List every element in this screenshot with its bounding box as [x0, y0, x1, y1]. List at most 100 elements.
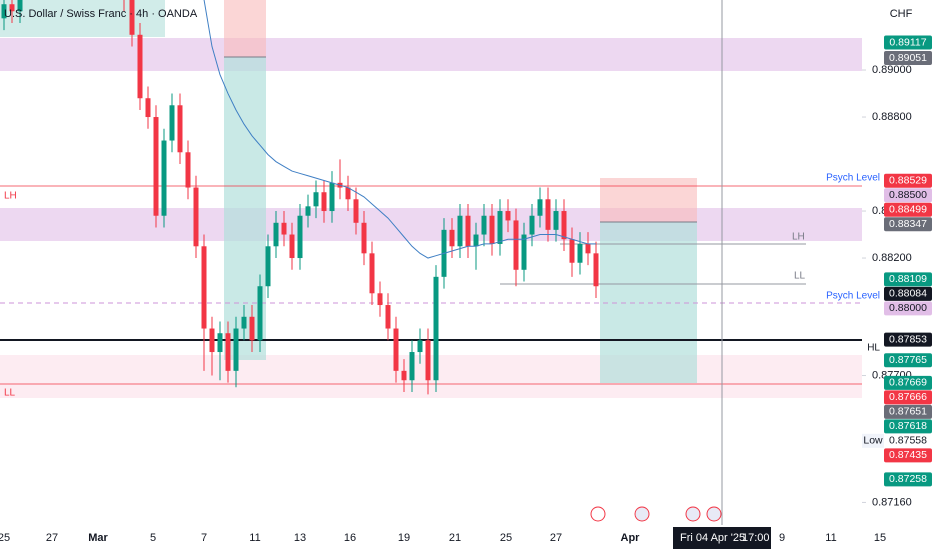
- price-badge: [884, 217, 932, 232]
- x-tick-label: 25: [500, 532, 512, 544]
- candle-body: [313, 192, 319, 207]
- candle-body: [377, 293, 383, 306]
- event-icon: [685, 506, 701, 522]
- price-badge-label: 0.88000: [889, 302, 927, 314]
- chart-title: U.S. Dollar / Swiss Franc · 4h · OANDA: [4, 8, 198, 20]
- x-tick-label: 7: [201, 532, 207, 544]
- candle-body: [393, 328, 399, 371]
- x-tick-label: 19: [398, 532, 410, 544]
- candle-body: [129, 0, 135, 35]
- price-badge: [884, 375, 932, 390]
- candle-body: [529, 215, 535, 235]
- price-badge: [884, 390, 932, 405]
- candle-body: [209, 328, 215, 353]
- candle-body: [273, 222, 279, 247]
- candle-body: [329, 182, 335, 212]
- candle-body: [217, 333, 223, 353]
- candle-body: [401, 370, 407, 381]
- candle-body: [305, 206, 311, 216]
- candle-body: [249, 316, 255, 341]
- price-badge-label: 0.87765: [889, 354, 927, 366]
- candle-body: [489, 215, 495, 244]
- plot-area: [0, 0, 862, 525]
- annotation: HL: [867, 343, 880, 354]
- price-badge-label: 0.88109: [889, 273, 927, 285]
- currency: CHF: [890, 8, 913, 20]
- x-tick-label: 11: [249, 532, 260, 544]
- candle-body: [537, 199, 543, 216]
- short-box: [600, 178, 697, 222]
- candle-body: [473, 234, 479, 247]
- candle-body: [17, 0, 23, 12]
- price-badge: [884, 404, 932, 419]
- candle-body: [585, 243, 591, 254]
- price-badge: [884, 202, 932, 217]
- candle-body: [153, 117, 159, 216]
- candle-body: [1, 4, 7, 19]
- price-badge-label: 0.87558: [889, 435, 927, 447]
- candle-body: [385, 305, 391, 329]
- x-tick-label: Mar: [88, 532, 108, 544]
- annotation: LL: [794, 271, 806, 282]
- price-badge: [884, 332, 932, 347]
- candle-body: [561, 211, 567, 240]
- annotation: Psych Level: [826, 173, 880, 184]
- x-tick-label: 16: [344, 532, 356, 544]
- candle-body: [281, 222, 287, 235]
- candle-body: [193, 187, 199, 247]
- candle-body: [185, 152, 191, 188]
- candle-body: [465, 215, 471, 247]
- badge-name-bg: [862, 433, 884, 448]
- badge-name: Low: [863, 435, 883, 447]
- candle-body: [353, 199, 359, 223]
- price-badge-label: 0.87669: [889, 377, 927, 389]
- annotation: LL: [4, 388, 16, 399]
- candle-body: [345, 187, 351, 200]
- candle-body: [457, 215, 463, 247]
- price-badge: [884, 173, 932, 188]
- zone: [0, 38, 862, 71]
- candle-body: [497, 211, 503, 244]
- price-badge: [884, 286, 932, 301]
- price-badge-label: 0.88500: [889, 189, 927, 201]
- price-badge: [884, 35, 932, 50]
- crosshair-time: 17:00: [742, 532, 770, 544]
- annotation: Psych Level: [826, 291, 880, 302]
- price-badge-label: 0.88499: [889, 203, 927, 215]
- candle-body: [241, 316, 247, 329]
- candle-body: [257, 286, 263, 341]
- candle-body: [449, 229, 455, 247]
- price-badge-label: 0.87666: [889, 391, 927, 403]
- candle-body: [409, 352, 415, 381]
- annotation: LH: [4, 191, 17, 202]
- zone: [0, 0, 165, 37]
- price-badge: [884, 188, 932, 203]
- x-tick-label: 15: [874, 532, 886, 544]
- event-icon: [634, 506, 650, 522]
- candle-body: [233, 328, 239, 371]
- y-tick-label: 0.89000: [872, 64, 912, 76]
- candle-body: [369, 253, 375, 294]
- x-tick-label: 9: [779, 532, 785, 544]
- price-badge-label: 0.88529: [889, 174, 927, 186]
- x-tick-label: 27: [550, 532, 562, 544]
- candle-body: [433, 276, 439, 381]
- candle-body: [265, 246, 271, 287]
- price-badge-label: 0.88084: [889, 288, 927, 300]
- price-badge: [884, 353, 932, 368]
- price-badge-label: 0.89117: [889, 36, 926, 48]
- price-badge: [884, 433, 932, 448]
- candle-body: [577, 243, 583, 263]
- candle-body: [137, 34, 143, 99]
- candle-body: [201, 246, 207, 329]
- x-tick-label: 27: [46, 532, 58, 544]
- zone: [0, 355, 862, 398]
- price-badge-label: 0.87435: [889, 449, 927, 461]
- crosshair-label: [673, 527, 771, 549]
- candle-body: [321, 192, 327, 212]
- zone: [0, 208, 862, 241]
- candle-body: [177, 105, 183, 153]
- price-badge-label: 0.87258: [889, 473, 927, 485]
- candle-body: [553, 211, 559, 230]
